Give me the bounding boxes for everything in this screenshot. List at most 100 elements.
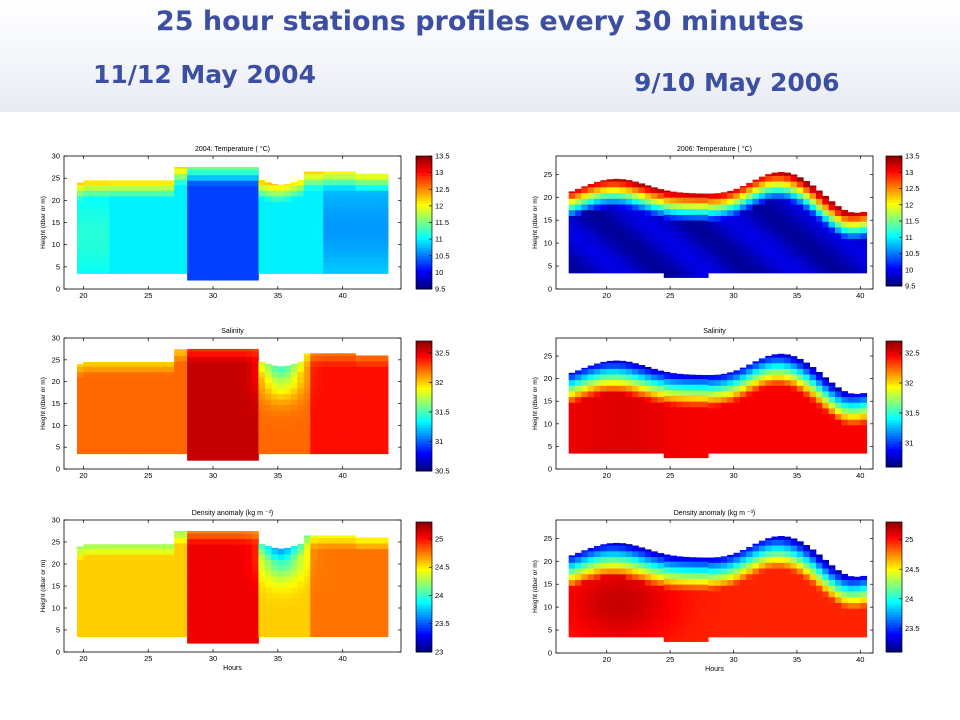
- heatmap-cell: [206, 202, 214, 209]
- heatmap-cell: [180, 212, 188, 219]
- heatmap-cell: [180, 251, 188, 258]
- heatmap-cell: [651, 430, 658, 437]
- heatmap-cell: [290, 399, 298, 405]
- heatmap-cell: [271, 620, 279, 626]
- heatmap-cell: [676, 572, 684, 579]
- heatmap-cell: [264, 182, 272, 186]
- heatmap-cell: [796, 215, 804, 222]
- heatmap-cell: [587, 608, 595, 615]
- heatmap-cell: [619, 181, 627, 188]
- heatmap-cell: [135, 431, 143, 438]
- heatmap-cell: [251, 593, 259, 600]
- heatmap-cell: [632, 255, 639, 262]
- heatmap-cell: [733, 402, 741, 409]
- heatmap-cell: [200, 632, 207, 639]
- heatmap-cell: [109, 559, 117, 566]
- heatmap-cell: [362, 262, 369, 269]
- heatmap-cell: [102, 554, 110, 560]
- y-tick-label: 0: [548, 285, 552, 294]
- heatmap-cell: [733, 244, 741, 251]
- heatmap-cell: [76, 614, 84, 621]
- heatmap-cell: [102, 382, 110, 389]
- colorbar-tick-label: 31.5: [905, 409, 920, 418]
- heatmap-cell: [310, 437, 318, 444]
- heatmap-cell: [720, 402, 728, 409]
- heatmap-cell: [381, 190, 389, 197]
- heatmap-cell: [148, 420, 156, 427]
- heatmap-cell: [219, 348, 227, 352]
- heatmap-cell: [323, 420, 331, 427]
- heatmap-cell: [746, 182, 753, 188]
- colorbar-segment: [886, 443, 902, 447]
- heatmap-cell: [714, 238, 722, 245]
- heatmap-cell: [122, 565, 130, 571]
- heatmap-cell: [644, 391, 652, 398]
- heatmap-cell: [644, 556, 652, 563]
- heatmap-cell: [381, 598, 389, 604]
- heatmap-cell: [161, 223, 169, 230]
- heatmap-cell: [219, 621, 227, 628]
- heatmap-cell: [238, 422, 246, 428]
- colorbar-tick-label: 24: [435, 591, 443, 600]
- heatmap-cell: [657, 396, 665, 403]
- heatmap-cell: [226, 394, 233, 401]
- heatmap-cell: [258, 576, 266, 582]
- heatmap-cell: [251, 241, 259, 248]
- heatmap-cell: [689, 237, 696, 244]
- heatmap-cell: [122, 256, 130, 263]
- heatmap-cell: [739, 447, 747, 454]
- heatmap-cell: [193, 394, 201, 401]
- heatmap-cell: [200, 416, 207, 423]
- heatmap-cell: [695, 220, 703, 227]
- heatmap-cell: [258, 184, 266, 191]
- heatmap-cell: [355, 179, 363, 186]
- heatmap-cell: [109, 442, 117, 449]
- heatmap-cell: [594, 209, 601, 217]
- heatmap-cell: [575, 631, 582, 638]
- heatmap-cell: [657, 424, 665, 432]
- heatmap-cell: [167, 625, 175, 632]
- heatmap-cell: [581, 447, 589, 454]
- heatmap-cell: [161, 399, 169, 405]
- heatmap-cell: [310, 234, 318, 241]
- heatmap-cell: [701, 220, 709, 227]
- heatmap-cell: [200, 400, 207, 407]
- heatmap-cell: [122, 388, 130, 395]
- heatmap-cell: [83, 180, 91, 186]
- heatmap-cell: [714, 396, 722, 403]
- heatmap-cell: [670, 266, 677, 273]
- heatmap-cell: [651, 209, 658, 217]
- heatmap-cell: [232, 348, 240, 352]
- heatmap-cell: [644, 447, 652, 454]
- heatmap-cell: [115, 206, 123, 213]
- colorbar-segment: [886, 341, 902, 345]
- heatmap-cell: [329, 581, 337, 588]
- heatmap-cell: [226, 615, 233, 622]
- heatmap-cell: [739, 250, 747, 257]
- heatmap-cell: [174, 245, 182, 252]
- heatmap-cell: [708, 267, 715, 274]
- heatmap-cell: [758, 176, 766, 182]
- chart-title: 2006: Temperature ( °C): [677, 145, 752, 153]
- heatmap-cell: [651, 374, 658, 381]
- heatmap-cell: [128, 223, 136, 230]
- heatmap-field-s2006: [568, 353, 868, 459]
- heatmap-cell: [349, 218, 357, 225]
- heatmap-cell: [594, 204, 601, 211]
- heatmap-cell: [619, 573, 627, 581]
- heatmap-cell: [644, 374, 652, 381]
- heatmap-cell: [226, 167, 233, 170]
- heatmap-cell: [264, 388, 272, 395]
- heatmap-cell: [174, 620, 182, 626]
- heatmap-cell: [362, 240, 369, 247]
- heatmap-cell: [638, 385, 646, 392]
- colorbar-segment: [416, 624, 432, 629]
- heatmap-cell: [594, 556, 601, 563]
- heatmap-cell: [349, 256, 357, 263]
- heatmap-cell: [600, 596, 608, 603]
- heatmap-cell: [381, 256, 389, 263]
- heatmap-cell: [336, 353, 344, 356]
- heatmap-cell: [180, 393, 188, 400]
- heatmap-cell: [238, 621, 246, 628]
- heatmap-cell: [226, 599, 233, 606]
